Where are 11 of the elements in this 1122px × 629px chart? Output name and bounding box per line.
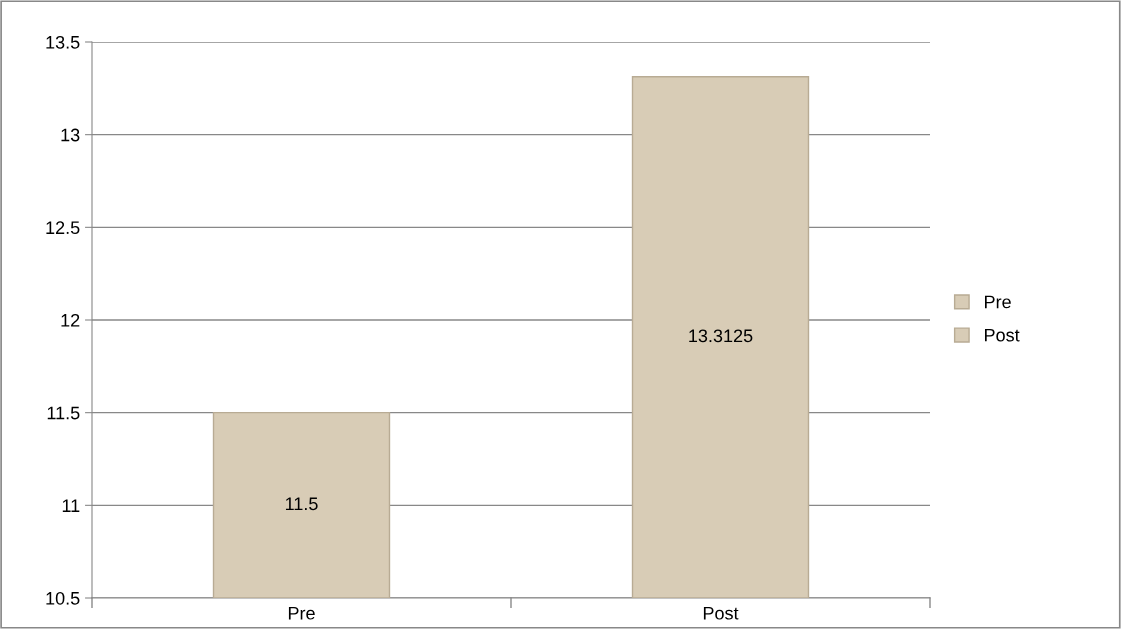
data-label: 11.5 [285, 497, 318, 511]
y-tick-label: 12.5 [46, 221, 80, 235]
y-tick-label: 12 [61, 313, 80, 327]
legend-label: Post [985, 328, 1020, 342]
y-tick-label: 10.5 [46, 591, 80, 605]
legend-label: Pre [985, 295, 1011, 309]
y-tick-label: 13.5 [46, 35, 80, 49]
y-tick-label: 11.5 [47, 406, 80, 420]
y-tick-label: 11 [62, 499, 80, 512]
data-label: 13.3125 [689, 329, 753, 343]
y-tick-label: 13 [61, 128, 80, 142]
